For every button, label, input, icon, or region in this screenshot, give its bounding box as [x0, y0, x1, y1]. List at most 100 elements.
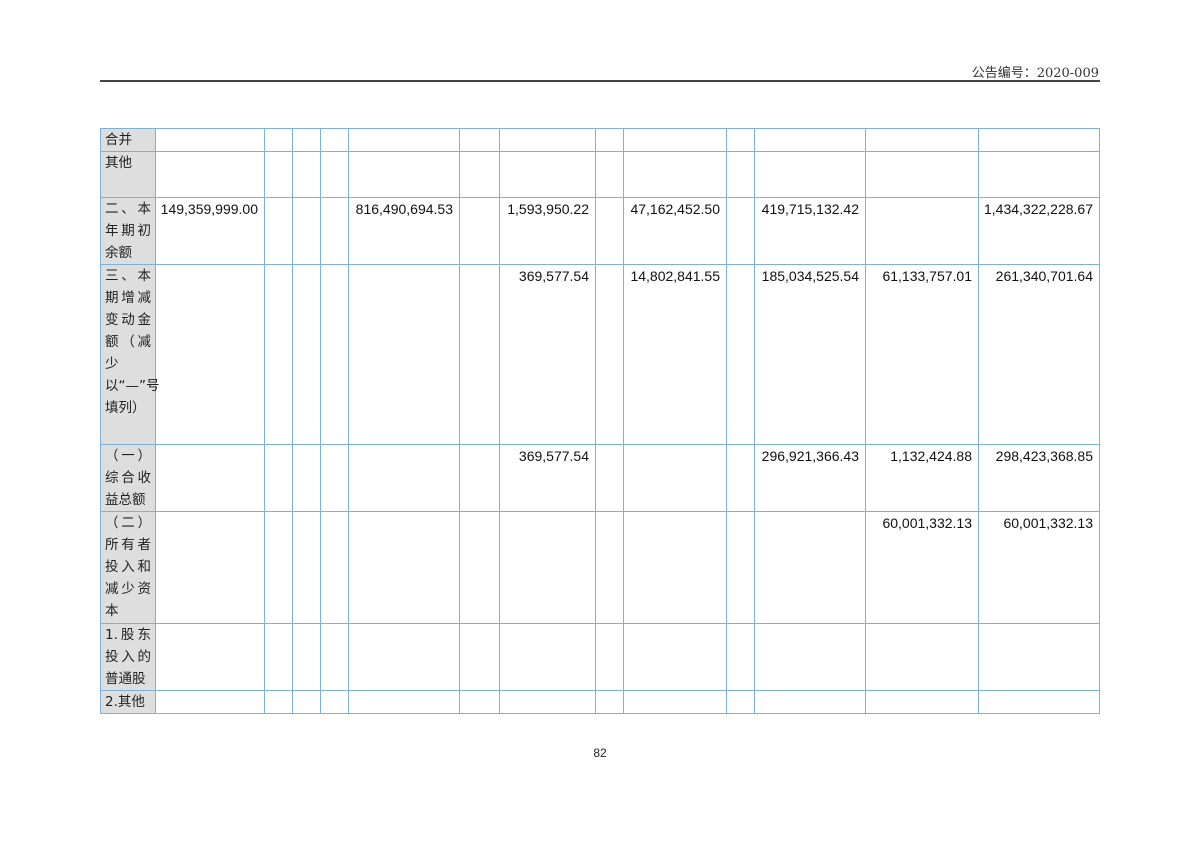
table-cell: 369,577.54 — [499, 444, 596, 512]
table-cell — [978, 151, 1100, 198]
table-cell — [320, 444, 349, 512]
table-cell — [726, 128, 755, 152]
table-cell — [264, 151, 293, 198]
page-number: 82 — [593, 746, 607, 760]
row-label: 三、本期增减变动金额（减少以“—”号填列） — [100, 264, 160, 445]
table-cell — [292, 197, 321, 265]
table-row: 其他 — [100, 151, 1100, 198]
table-cell — [726, 623, 755, 691]
table-cell: 419,715,132.42 — [754, 197, 866, 265]
table-cell — [499, 128, 596, 152]
table-cell — [623, 511, 727, 624]
table-cell — [264, 128, 293, 152]
table-cell: 185,034,525.54 — [754, 264, 866, 445]
table-cell — [348, 444, 460, 512]
table-cell: 261,340,701.64 — [978, 264, 1100, 445]
table-cell — [499, 690, 596, 714]
table-row: 2.其他 — [100, 690, 1100, 714]
table-cell: 1,434,322,228.67 — [978, 197, 1100, 265]
table-cell — [264, 690, 293, 714]
table-cell — [865, 623, 979, 691]
table-cell: 14,802,841.55 — [623, 264, 727, 445]
table-cell: 298,423,368.85 — [978, 444, 1100, 512]
table-cell — [623, 128, 727, 152]
row-label: 其他 — [100, 151, 156, 198]
row-label: 二、本年期初余额 — [100, 197, 156, 265]
table-cell — [320, 197, 349, 265]
table-cell — [499, 511, 596, 624]
announcement-number: 公告编号：2020-009 — [971, 66, 1099, 81]
table-cell — [865, 197, 979, 265]
table-cell — [595, 128, 624, 152]
table-cell: 61,133,757.01 — [865, 264, 979, 445]
table-cell — [320, 690, 349, 714]
equity-change-table: 合并 其他 二、本年期初余额 149,359,999.00 816,490,694.53… — [100, 128, 1100, 714]
table-cell — [292, 264, 321, 445]
table-cell — [264, 623, 293, 691]
table-cell — [595, 151, 624, 198]
table-cell: 60,001,332.13 — [865, 511, 979, 624]
table-cell — [264, 264, 293, 445]
table-cell — [292, 623, 321, 691]
table-cell — [320, 128, 349, 152]
table-cell — [754, 128, 866, 152]
table-cell — [623, 690, 727, 714]
table-row: 二、本年期初余额 149,359,999.00 816,490,694.53 1,59… — [100, 197, 1100, 265]
table-cell — [348, 128, 460, 152]
table-cell — [320, 264, 349, 445]
table-cell — [459, 623, 500, 691]
table-cell: 47,162,452.50 — [623, 197, 727, 265]
header-rule — [100, 80, 1100, 82]
table-cell — [623, 151, 727, 198]
table-cell — [865, 151, 979, 198]
table-cell — [155, 623, 265, 691]
table-cell — [459, 690, 500, 714]
table-cell — [459, 444, 500, 512]
table-cell — [292, 128, 321, 152]
table-cell: 1,132,424.88 — [865, 444, 979, 512]
table-cell — [320, 623, 349, 691]
table-cell: 60,001,332.13 — [978, 511, 1100, 624]
row-label: （一）综合收益总额 — [100, 444, 156, 512]
table-cell — [754, 151, 866, 198]
table-row: 1.股东投入的普通股 — [100, 623, 1100, 691]
table-cell — [155, 690, 265, 714]
table-cell — [264, 444, 293, 512]
table-cell — [320, 151, 349, 198]
table-cell: 1,593,950.22 — [499, 197, 596, 265]
table-cell — [292, 444, 321, 512]
table-cell — [726, 444, 755, 512]
table-cell — [754, 623, 866, 691]
table-cell: 816,490,694.53 — [348, 197, 460, 265]
table-cell — [595, 444, 624, 512]
table-cell — [292, 511, 321, 624]
table-row: （一）综合收益总额 369,577.54 296,921,366.43 1,132,4… — [100, 444, 1100, 512]
table-cell — [155, 511, 265, 624]
row-label: 合并 — [100, 128, 156, 152]
table-cell — [595, 623, 624, 691]
table-cell — [499, 623, 596, 691]
row-label: 2.其他 — [100, 690, 156, 714]
table-cell — [726, 151, 755, 198]
table-cell — [978, 623, 1100, 691]
table-cell — [459, 151, 500, 198]
table-cell — [459, 197, 500, 265]
table-cell — [978, 690, 1100, 714]
table-cell — [264, 197, 293, 265]
table-cell — [754, 511, 866, 624]
table-cell — [754, 690, 866, 714]
table-cell — [595, 690, 624, 714]
table-cell: 296,921,366.43 — [754, 444, 866, 512]
table-cell — [865, 690, 979, 714]
row-label: 1.股东投入的普通股 — [100, 623, 156, 691]
table-cell — [595, 197, 624, 265]
table-cell — [726, 690, 755, 714]
table-cell — [348, 511, 460, 624]
table-cell — [155, 444, 265, 512]
table-cell — [348, 690, 460, 714]
table-cell — [292, 690, 321, 714]
table-row: （二）所有者投入和减少资本 60,001,332.13 60,001,332.13 — [100, 511, 1100, 624]
table-cell — [726, 264, 755, 445]
table-cell — [499, 151, 596, 198]
